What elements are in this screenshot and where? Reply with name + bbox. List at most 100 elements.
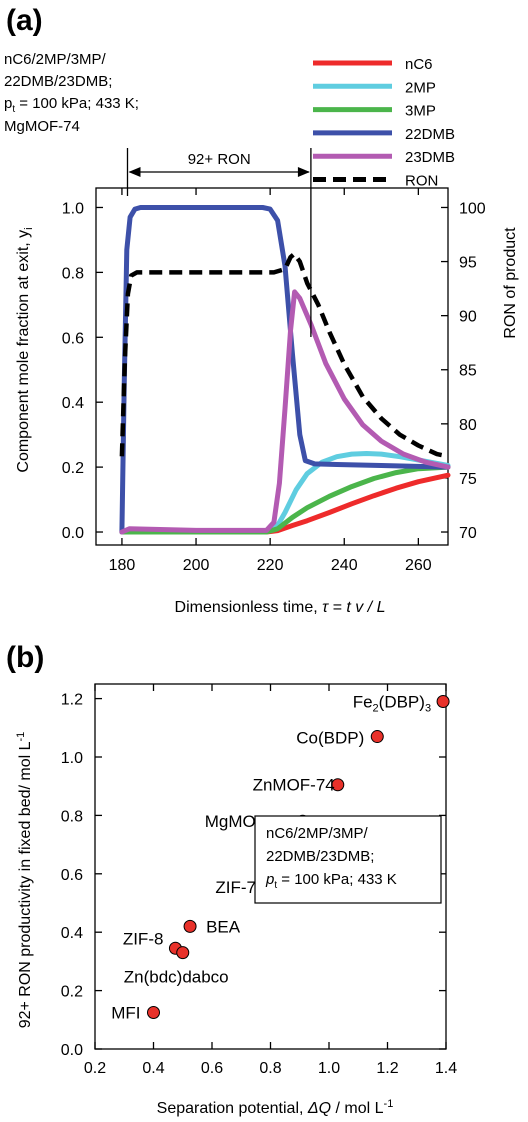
panel-a-axes: 180 200 220 240 260 0.0 0.2 0.4 0.6 0.8 1.0 70 75 80 8… — [62, 187, 486, 574]
pressure-symbol: p — [4, 95, 12, 112]
x-tick-label: 1.2 — [376, 1060, 398, 1077]
x-tick-label: 180 — [109, 557, 136, 574]
panel-b-conditions-line-3: pt = 100 kPa; 433 K — [265, 871, 397, 891]
panel-a-conditions-line-2: 22DMB/23DMB; — [4, 73, 112, 90]
panel-b-conditions-box — [254, 815, 442, 904]
legend-label-2mp: 2MP — [405, 79, 436, 96]
panel-b-conditions-line-1: nC6/2MP/3MP/ — [266, 825, 369, 842]
y-tick-label: 0.0 — [61, 1042, 83, 1059]
y-tick-label: 0.4 — [62, 395, 84, 412]
y-title-b-main: 92+ RON productivity in fixed bed/ mol L — [17, 741, 34, 1028]
point-label-fe2-dbp-3: Fe2(DBP)3 — [353, 693, 431, 715]
panel-b-x-axis-title: Separation potential, ΔQ / mol L-1 — [157, 1098, 394, 1117]
y-tick-label: 0.2 — [62, 460, 84, 477]
series-line-23dmb — [119, 289, 451, 535]
legend-label-23dmb: 23DMB — [405, 149, 455, 166]
panel-a-x-axis-title: Dimensionless time, τ = t v / L — [175, 599, 386, 616]
point-label-znmof-74: ZnMOF-74 — [253, 776, 335, 795]
x-title-b-symbol: ΔQ — [307, 1100, 331, 1117]
point-label-zif-8: ZIF-8 — [123, 929, 164, 948]
panel-b: (b) 0.2 0.4 0.6 0.8 1.0 1.2 1.40.00.20.40.60.8… — [6, 641, 457, 1117]
y-tick-label: 1.0 — [61, 750, 83, 767]
panel-a-legend: nC6 2MP 3MP 22DMB 23DMB RON — [313, 56, 455, 190]
data-point-znmof-74 — [331, 778, 345, 792]
panel-a-conditions-line-1: nC6/2MP/3MP/ — [4, 51, 107, 68]
series-line-22dmb — [119, 205, 451, 535]
point-label-bea: BEA — [206, 917, 241, 936]
ron-window-arrowhead-right — [297, 167, 310, 177]
panel-b-label: (b) — [6, 641, 44, 674]
x-tick-label: 0.4 — [142, 1060, 164, 1077]
x-tick-label: 260 — [405, 557, 432, 574]
data-point-fe2-dbp-3 — [436, 695, 450, 709]
series-line-2mp — [119, 451, 451, 535]
y2-tick-label: 95 — [459, 255, 477, 272]
pressure-symbol-b: p — [265, 871, 274, 888]
pressure-value-b: = 100 kPa; 433 K — [277, 871, 397, 888]
legend-label-ron: RON — [405, 173, 438, 190]
y-title-main: Component mole fraction at exit, y — [15, 230, 32, 473]
ron-window-arrowhead-left — [128, 167, 141, 177]
y2-tick-label: 90 — [459, 309, 477, 326]
point-label-mfi: MFI — [111, 1004, 140, 1023]
panel-a-label: (a) — [6, 4, 43, 37]
data-point-co-bdp- — [370, 730, 384, 744]
x-tick-label: 0.6 — [201, 1060, 223, 1077]
y-tick-label: 0.6 — [61, 867, 83, 884]
legend-label-nc6: nC6 — [405, 56, 433, 73]
y2-tick-label: 70 — [459, 525, 477, 542]
y-title-subscript: i — [23, 227, 35, 229]
x-tick-label: 0.8 — [259, 1060, 281, 1077]
legend-label-3mp: 3MP — [405, 103, 436, 120]
panel-b-y-axis-title: 92+ RON productivity in fixed bed/ mol L… — [15, 732, 34, 1029]
panel-a-y-axis-title: Component mole fraction at exit, yi — [15, 227, 35, 472]
x-title-b-sup: -1 — [384, 1098, 394, 1110]
y2-tick-label: 100 — [459, 200, 486, 217]
series-line-ron — [119, 251, 449, 459]
point-label-zif-77: ZIF-77 — [215, 878, 265, 897]
x-title-b-unit: / mol L — [331, 1100, 384, 1117]
y2-tick-label: 80 — [459, 417, 477, 434]
panel-a: (a) nC6/2MP/3MP/ 22DMB/23DMB; pt = 100 k… — [4, 4, 519, 616]
pressure-value: = 100 kPa; 433 K; — [15, 95, 139, 112]
y-tick-label: 0.4 — [61, 925, 83, 942]
pressure-subscript-b: t — [274, 880, 277, 891]
y-tick-label: 0.2 — [61, 984, 83, 1001]
y-title-b-sup: -1 — [15, 732, 27, 742]
point-label-co-bdp-: Co(BDP) — [296, 729, 364, 748]
point-label-zn-bdc-dabco: Zn(bdc)dabco — [124, 968, 229, 987]
y-tick-label: 1.0 — [62, 200, 84, 217]
x-tick-label: 220 — [257, 557, 284, 574]
series-line-3mp — [119, 464, 451, 535]
y-tick-label: 0.8 — [62, 265, 84, 282]
x-tick-label: 240 — [331, 557, 358, 574]
legend-label-22dmb: 22DMB — [405, 126, 455, 143]
x-tick-label: 0.2 — [84, 1060, 106, 1077]
data-point-zn-bdc-dabco — [176, 946, 190, 960]
panel-b-points: Fe2(DBP)3Co(BDP)ZnMOF-74MgMOF-74ZIF-77BE… — [111, 693, 450, 1023]
panel-a-conditions-line-3: pt = 100 kPa; 433 K; — [4, 95, 139, 115]
panel-b-axes: 0.2 0.4 0.6 0.8 1.0 1.2 1.40.00.20.40.60.81.01… — [61, 683, 457, 1077]
y2-tick-label: 75 — [459, 471, 477, 488]
y-tick-label: 0.0 — [62, 525, 84, 542]
panel-a-conditions-line-4: MgMOF-74 — [4, 118, 80, 135]
panel-a-plot-frame — [95, 187, 449, 546]
ron-window-annotation: 92+ RON — [126, 148, 312, 337]
panel-a-y2-axis-title: RON of product — [502, 227, 519, 339]
panel-b-conditions-line-2: 22DMB/23DMB; — [266, 848, 374, 865]
y-tick-label: 0.8 — [61, 808, 83, 825]
x-tick-label: 1.4 — [435, 1060, 457, 1077]
data-point-mfi — [147, 1006, 160, 1019]
x-title-main: Dimensionless time, — [175, 599, 323, 616]
y2-tick-label: 85 — [459, 363, 477, 380]
x-title-formula: τ = t v / L — [322, 599, 385, 616]
x-title-b-main: Separation potential, — [157, 1100, 308, 1117]
y-tick-label: 0.6 — [62, 330, 84, 347]
ron-window-label: 92+ RON — [188, 151, 251, 168]
pressure-subscript: t — [12, 104, 15, 115]
x-tick-label: 200 — [183, 557, 210, 574]
x-tick-label: 1.0 — [318, 1060, 340, 1077]
panel-a-series — [119, 205, 451, 535]
data-point-bea — [183, 919, 197, 933]
